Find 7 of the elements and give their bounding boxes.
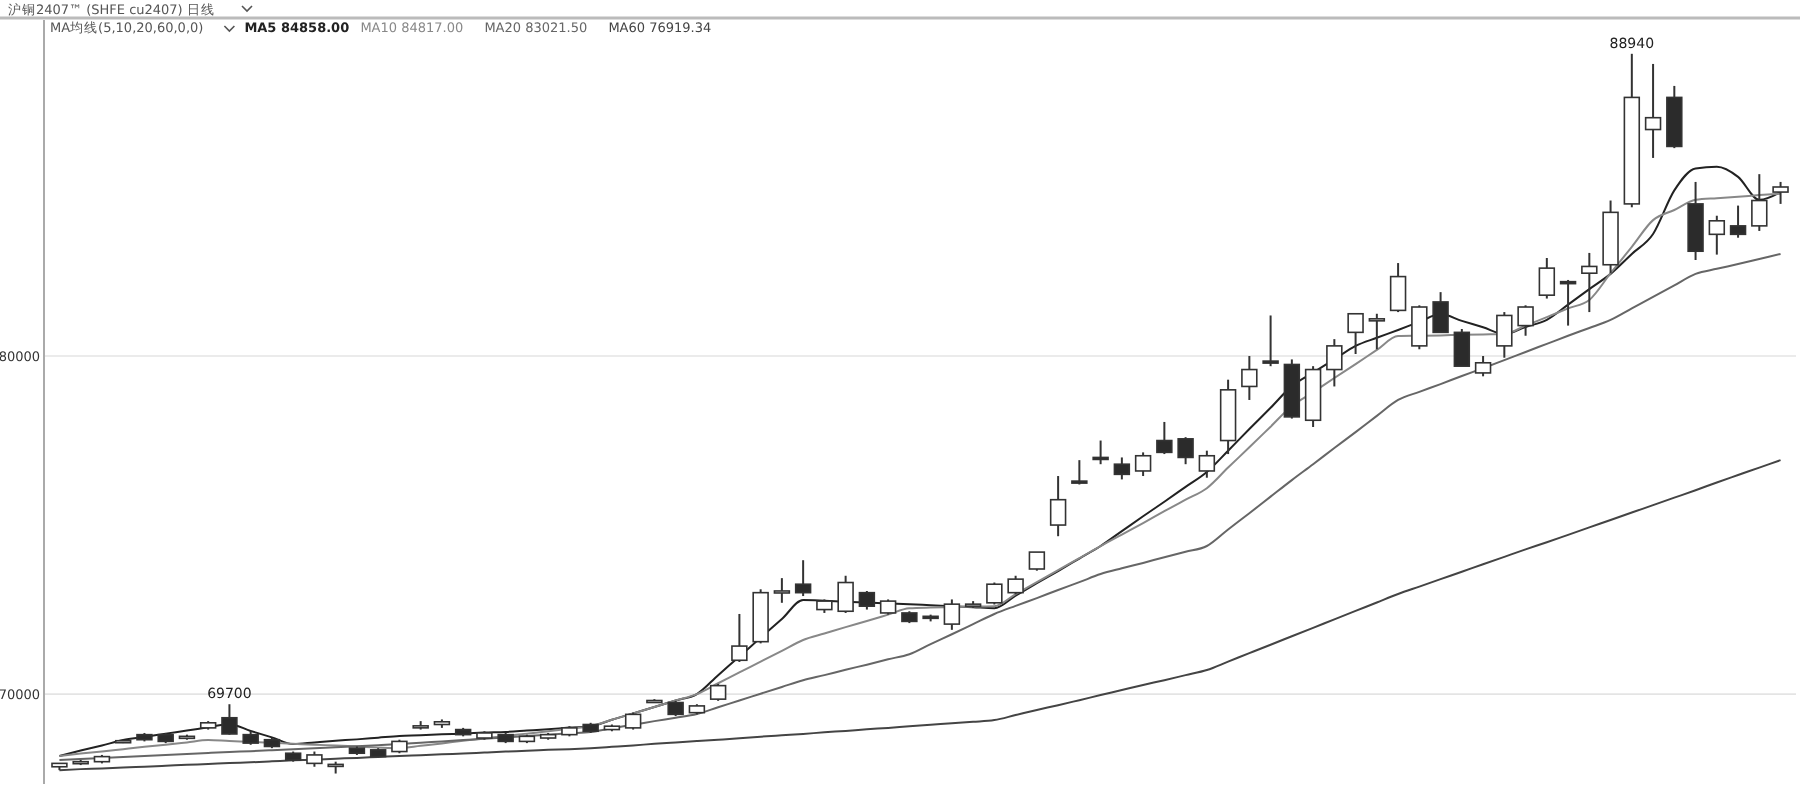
candlestick <box>1241 355 1258 401</box>
candlestick <box>1219 378 1237 456</box>
line-series <box>58 459 1782 772</box>
candlestick <box>1049 475 1067 538</box>
candlestick <box>1581 251 1598 314</box>
candlestick <box>773 577 791 604</box>
candlestick <box>1644 62 1662 159</box>
